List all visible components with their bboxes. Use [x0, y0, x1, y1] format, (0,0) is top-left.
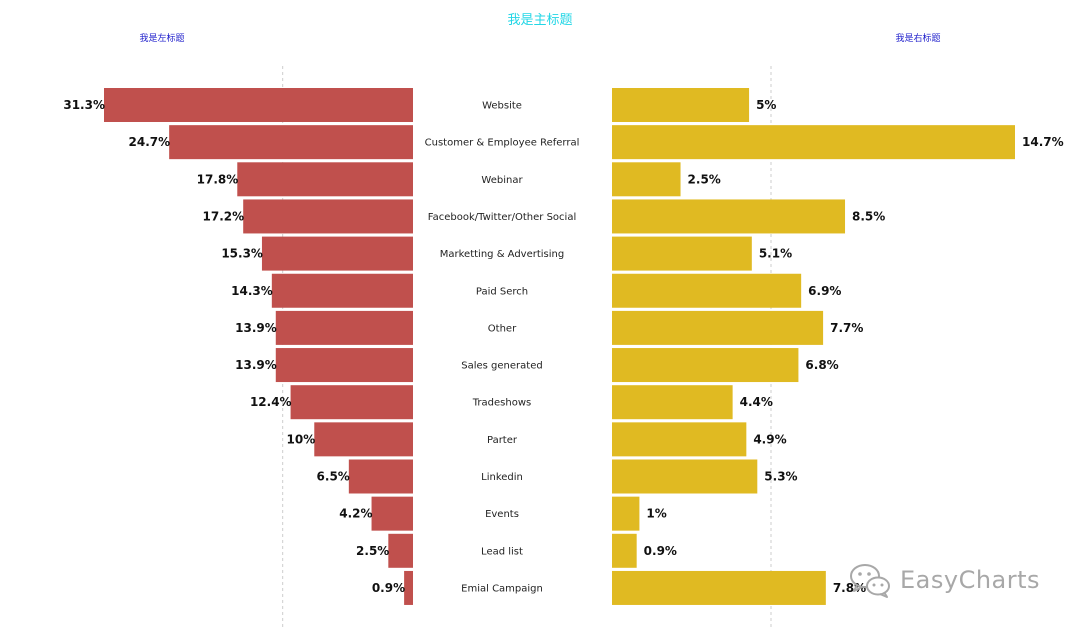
category-label: Webinar	[481, 175, 523, 186]
left-bar	[271, 273, 413, 308]
left-bar	[404, 570, 413, 605]
left-bar	[348, 459, 413, 494]
category-label: Events	[485, 509, 519, 520]
category-label: Other	[488, 323, 517, 334]
left-bar	[290, 385, 413, 420]
right-bar-series	[612, 88, 1015, 605]
category-label: Lead list	[481, 546, 523, 557]
left-value-label: 17.2%	[203, 209, 245, 223]
left-bar	[275, 310, 413, 345]
right-bar	[612, 459, 758, 494]
left-value-label: 10%	[287, 432, 316, 446]
left-value-label: 0.9%	[372, 581, 405, 595]
category-label: Sales generated	[461, 361, 542, 372]
guide-lines	[282, 66, 772, 630]
left-value-label: 31.3%	[63, 98, 105, 112]
right-value-label: 4.9%	[753, 432, 786, 446]
category-label: Tradeshows	[472, 398, 531, 409]
category-label: Facebook/Twitter/Other Social	[428, 212, 576, 223]
right-value-label: 14.7%	[1022, 135, 1064, 149]
left-value-label: 12.4%	[250, 395, 292, 409]
left-bar	[104, 88, 413, 122]
right-bar	[612, 273, 802, 308]
left-value-label: 24.7%	[129, 135, 171, 149]
category-label: Customer & Employee Referral	[425, 138, 580, 149]
right-bar	[612, 496, 640, 531]
right-value-label: 6.9%	[808, 284, 841, 298]
category-label: Parter	[487, 435, 518, 446]
right-bar	[612, 533, 637, 568]
left-value-labels: 31.3% 24.7% 17.8% 17.2% 15.3% 14.3% 13.9% 13.9%…	[63, 98, 405, 595]
category-label: Website	[482, 101, 522, 112]
right-bar	[612, 422, 747, 457]
left-bar	[314, 422, 413, 457]
watermark: EasyCharts	[848, 558, 1040, 602]
right-value-label: 4.4%	[740, 395, 773, 409]
left-value-label: 14.3%	[231, 284, 273, 298]
right-value-label: 5%	[756, 98, 776, 112]
left-bar	[275, 348, 413, 383]
category-label: Paid Serch	[476, 286, 528, 297]
category-label: Marketting & Advertising	[440, 249, 564, 260]
right-value-label: 7.7%	[830, 321, 863, 335]
right-bar	[612, 570, 826, 605]
category-label: Linkedin	[481, 472, 523, 483]
left-value-label: 6.5%	[317, 470, 350, 484]
right-bar	[612, 162, 681, 197]
right-bar	[612, 385, 733, 420]
right-bar	[612, 348, 799, 383]
category-labels: Website Customer & Employee Referral Webin…	[425, 101, 580, 595]
left-bar	[169, 125, 413, 160]
left-value-label: 15.3%	[221, 247, 263, 261]
category-label: Emial Campaign	[461, 583, 543, 594]
right-value-label: 2.5%	[688, 172, 721, 186]
right-value-labels: 5% 14.7% 2.5% 8.5% 5.1% 6.9% 7.7% 6.8% 4.4% 4.9% 5…	[644, 98, 1064, 595]
left-value-label: 17.8%	[197, 172, 239, 186]
left-bar	[261, 236, 413, 271]
left-value-label: 4.2%	[339, 507, 372, 521]
right-value-label: 1%	[646, 507, 666, 521]
right-bar	[612, 125, 1015, 160]
right-bar	[612, 199, 846, 234]
left-bar	[243, 199, 413, 234]
right-value-label: 5.3%	[764, 470, 797, 484]
right-value-label: 8.5%	[852, 209, 885, 223]
left-bar	[237, 162, 413, 197]
chart-title: 我是主标题	[507, 13, 572, 28]
left-value-label: 2.5%	[356, 544, 389, 558]
right-bar	[612, 310, 824, 345]
right-bar	[612, 88, 750, 122]
left-value-label: 13.9%	[235, 321, 277, 335]
left-bar-series	[104, 88, 413, 605]
right-value-label: 6.8%	[805, 358, 838, 372]
watermark-text: EasyCharts	[900, 566, 1041, 594]
right-subtitle: 我是右标题	[895, 32, 940, 44]
left-value-label: 13.9%	[235, 358, 277, 372]
left-bar	[371, 496, 413, 531]
left-subtitle: 我是左标题	[139, 32, 184, 44]
right-value-label: 0.9%	[644, 544, 677, 558]
right-value-label: 5.1%	[759, 247, 792, 261]
left-bar	[388, 533, 413, 568]
wechat-icon	[850, 564, 890, 598]
right-bar	[612, 236, 752, 271]
